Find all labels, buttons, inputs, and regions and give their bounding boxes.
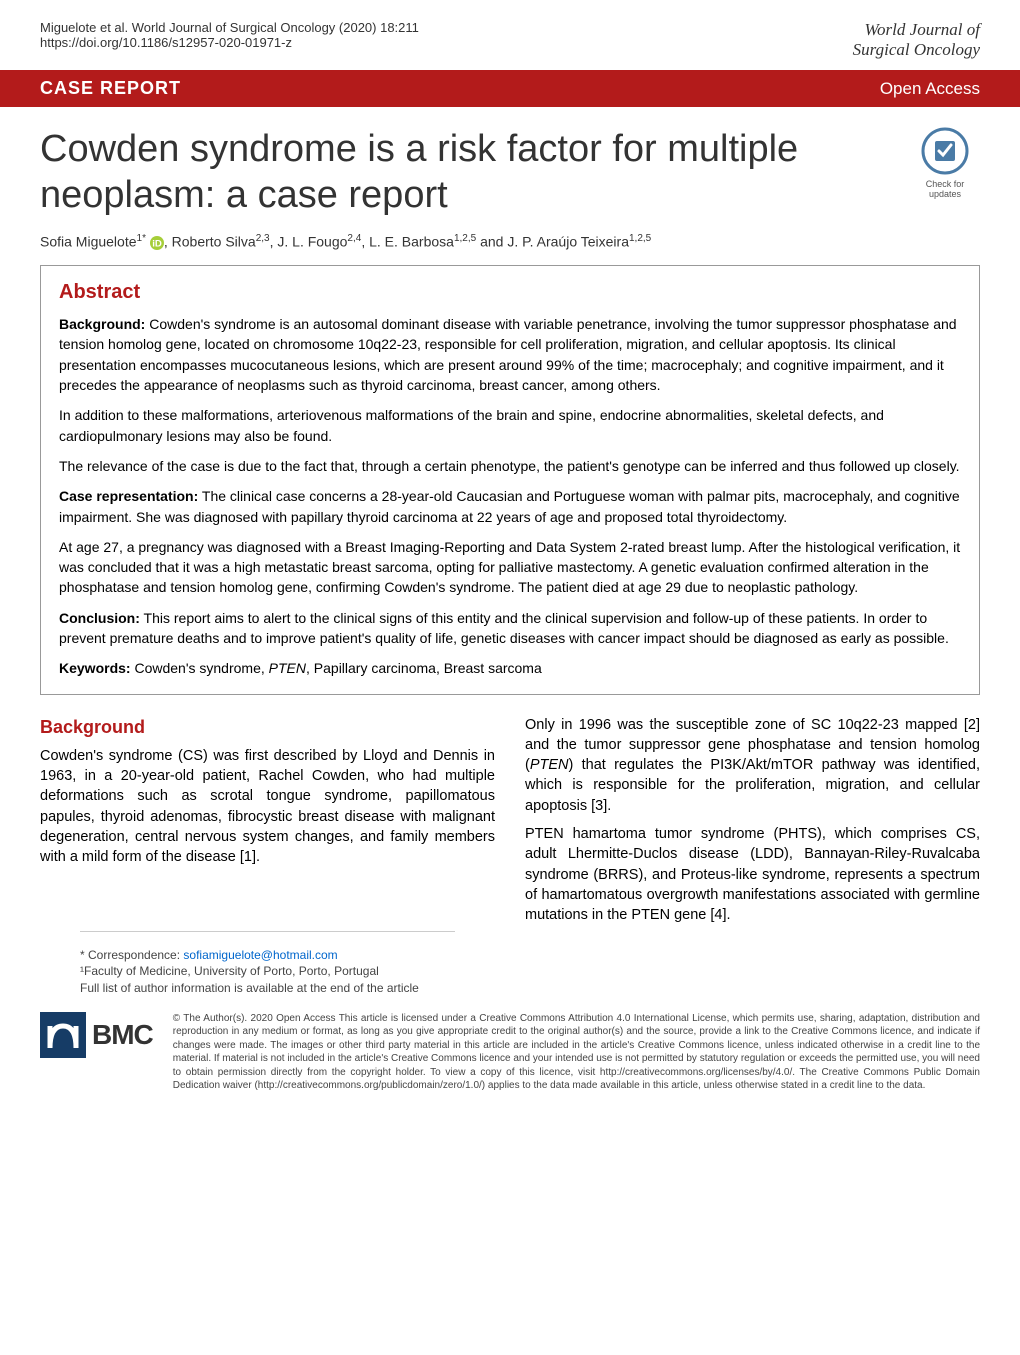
correspondence-prefix: * Correspondence: bbox=[80, 948, 183, 962]
svg-text:iD: iD bbox=[152, 239, 162, 250]
abstract-case: Case representation: The clinical case c… bbox=[59, 486, 961, 527]
doi-text: https://doi.org/10.1186/s12957-020-01971… bbox=[40, 35, 292, 50]
author-1-affil: 1* bbox=[137, 233, 146, 244]
authors-line: Sofia Miguelote1* iD , Roberto Silva2,3,… bbox=[0, 228, 1020, 265]
author-2: , Roberto Silva bbox=[164, 234, 256, 250]
left-column: Background Cowden's syndrome (CS) was fi… bbox=[40, 715, 495, 1002]
check-updates-text: Check for updates bbox=[910, 180, 980, 200]
header-citation: Miguelote et al. World Journal of Surgic… bbox=[40, 20, 419, 50]
correspondence-affil: ¹Faculty of Medicine, University of Port… bbox=[80, 964, 379, 978]
abstract-box: Abstract Background: Cowden's syndrome i… bbox=[40, 265, 980, 694]
author-4: , L. E. Barbosa bbox=[361, 234, 454, 250]
case-label: Case representation: bbox=[59, 488, 198, 504]
abstract-background-p3: The relevance of the case is due to the … bbox=[59, 456, 961, 476]
journal-name: World Journal of Surgical Oncology bbox=[853, 20, 980, 60]
article-type-bar: CASE REPORT Open Access bbox=[0, 70, 1020, 107]
conclusion-text: This report aims to alert to the clinica… bbox=[59, 610, 949, 646]
correspondence-email[interactable]: sofiamiguelote@hotmail.com bbox=[183, 948, 337, 962]
abstract-conclusion: Conclusion: This report aims to alert to… bbox=[59, 608, 961, 649]
citation-text: Miguelote et al. World Journal of Surgic… bbox=[40, 20, 419, 35]
correspondence-note: Full list of author information is avail… bbox=[80, 981, 419, 995]
conclusion-label: Conclusion: bbox=[59, 610, 140, 626]
author-5-affil: 1,2,5 bbox=[629, 233, 651, 244]
bmc-icon bbox=[40, 1012, 86, 1058]
abstract-case-p2: At age 27, a pregnancy was diagnosed wit… bbox=[59, 537, 961, 598]
author-1: Sofia Miguelote bbox=[40, 234, 137, 250]
header-bar: Miguelote et al. World Journal of Surgic… bbox=[0, 0, 1020, 70]
footer: BMC © The Author(s). 2020 Open Access Th… bbox=[0, 1002, 1020, 1113]
background-label: Background: bbox=[59, 316, 145, 332]
check-updates-badge[interactable]: Check for updates bbox=[910, 127, 980, 200]
crossmark-icon bbox=[921, 127, 969, 175]
article-type: CASE REPORT bbox=[40, 78, 181, 99]
bmc-text: BMC bbox=[92, 1019, 153, 1051]
right-column: Only in 1996 was the susceptible zone of… bbox=[525, 715, 980, 1002]
open-access-label: Open Access bbox=[880, 79, 980, 99]
abstract-keywords: Keywords: Cowden's syndrome, PTEN, Papil… bbox=[59, 658, 961, 678]
journal-line2: Surgical Oncology bbox=[853, 40, 980, 60]
author-5: and J. P. Araújo Teixeira bbox=[476, 234, 629, 250]
background-p1: Cowden's syndrome (CS) was first describ… bbox=[40, 746, 495, 868]
author-3: , J. L. Fougo bbox=[270, 234, 348, 250]
author-3-affil: 2,4 bbox=[347, 233, 361, 244]
abstract-heading: Abstract bbox=[59, 281, 961, 304]
background-heading: Background bbox=[40, 715, 495, 740]
author-2-affil: 2,3 bbox=[256, 233, 270, 244]
background-text: Cowden's syndrome is an autosomal domina… bbox=[59, 316, 957, 393]
title-area: Cowden syndrome is a risk factor for mul… bbox=[0, 107, 1020, 228]
author-4-affil: 1,2,5 bbox=[454, 233, 476, 244]
keywords-label: Keywords: bbox=[59, 660, 131, 676]
keywords-text: Cowden's syndrome, PTEN, Papillary carci… bbox=[131, 660, 542, 676]
correspondence-block: * Correspondence: sofiamiguelote@hotmail… bbox=[80, 931, 455, 1002]
license-text: © The Author(s). 2020 Open Access This a… bbox=[173, 1012, 980, 1093]
abstract-background-p2: In addition to these malformations, arte… bbox=[59, 405, 961, 446]
journal-line1: World Journal of bbox=[853, 20, 980, 40]
article-title: Cowden syndrome is a risk factor for mul… bbox=[40, 127, 860, 218]
right-p2: PTEN hamartoma tumor syndrome (PHTS), wh… bbox=[525, 824, 980, 925]
body-columns: Background Cowden's syndrome (CS) was fi… bbox=[0, 715, 1020, 1002]
right-p1: Only in 1996 was the susceptible zone of… bbox=[525, 715, 980, 816]
bmc-logo: BMC bbox=[40, 1012, 153, 1058]
abstract-background: Background: Cowden's syndrome is an auto… bbox=[59, 314, 961, 395]
orcid-icon[interactable]: iD bbox=[150, 236, 164, 250]
